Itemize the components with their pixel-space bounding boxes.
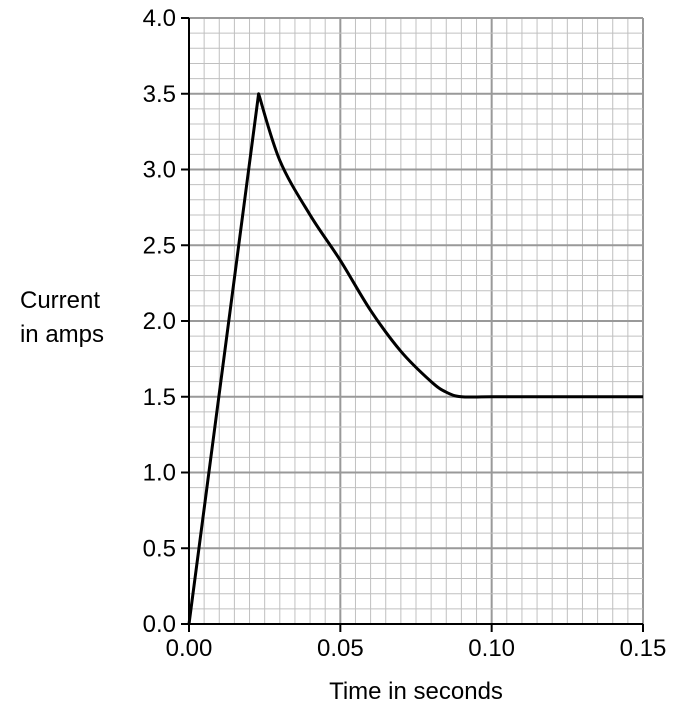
y-tick-label: 4.0 [143,5,176,32]
x-axis-title: Time in seconds [329,678,503,705]
y-tick-label: 3.0 [143,157,176,184]
axis-labels: Time in seconds Current in amps 0.0 0.5 1.… [20,5,666,705]
y-tick-label: 2.0 [143,308,176,335]
x-tick-label: 0.15 [620,635,667,662]
y-tick-label: 1.5 [143,384,176,411]
y-tick-label: 3.5 [143,81,176,108]
series-line [187,92,643,625]
axes [181,17,644,632]
y-tick-label: 0.5 [143,535,176,562]
x-tick-label: 0.10 [468,635,515,662]
x-tick-label: 0.05 [317,635,364,662]
y-tick-label: 0.0 [143,611,176,638]
x-tick-label: 0.00 [166,635,213,662]
y-axis-title-line-1: Current [20,287,100,314]
y-tick-label: 2.5 [143,232,176,259]
y-tick-label: 1.0 [143,460,176,487]
data-series [187,92,643,625]
y-axis-title-line-2: in amps [20,321,104,348]
